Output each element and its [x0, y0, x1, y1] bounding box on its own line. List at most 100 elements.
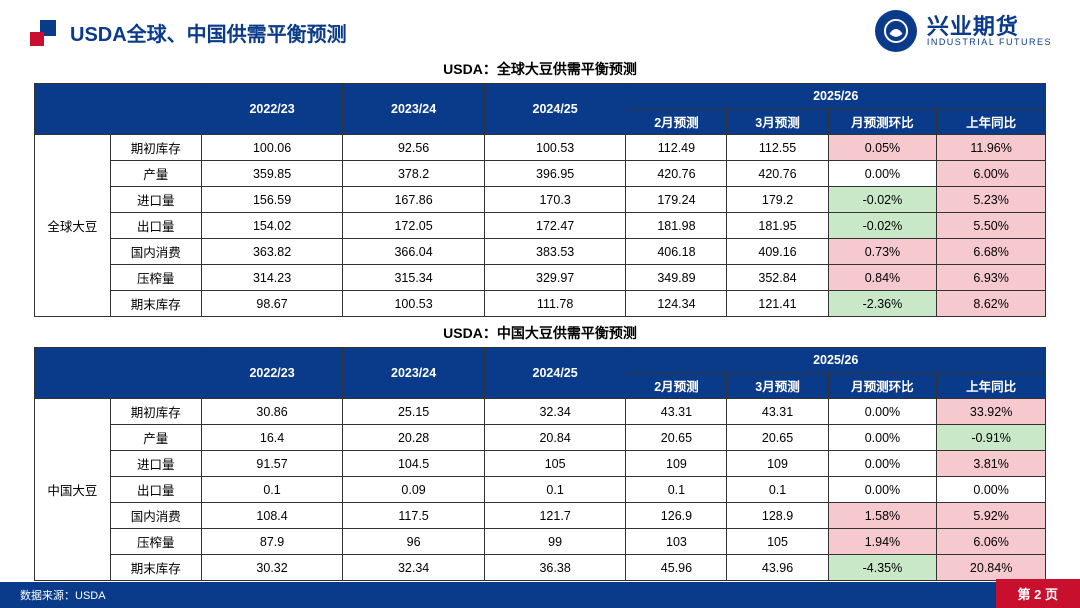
header-forecast-group: 2025/26: [626, 84, 1046, 109]
value-cell: 108.4: [201, 503, 343, 529]
value-cell: 16.4: [201, 425, 343, 451]
row-label-cell: 产量: [110, 425, 201, 451]
mom-cell: 0.00%: [828, 425, 937, 451]
value-cell: 383.53: [484, 239, 626, 265]
table-row: 期末库存30.3232.3436.3845.9643.96-4.35%20.84…: [35, 555, 1046, 581]
header-forecast-col: 上年同比: [937, 109, 1046, 135]
row-label-cell: 期末库存: [110, 555, 201, 581]
value-cell: 179.2: [727, 187, 828, 213]
table-row: 中国大豆期初库存30.8625.1532.3443.3143.310.00%33…: [35, 399, 1046, 425]
value-cell: 98.67: [201, 291, 343, 317]
value-cell: 352.84: [727, 265, 828, 291]
value-cell: 349.89: [626, 265, 727, 291]
mom-cell: 0.00%: [828, 451, 937, 477]
mom-cell: -0.02%: [828, 213, 937, 239]
mom-cell: -0.02%: [828, 187, 937, 213]
brand-name-en: INDUSTRIAL FUTURES: [927, 38, 1052, 47]
mom-cell: 0.05%: [828, 135, 937, 161]
value-cell: 109: [727, 451, 828, 477]
value-cell: 0.1: [727, 477, 828, 503]
value-cell: 104.5: [343, 451, 485, 477]
group-label-cell: 全球大豆: [35, 135, 111, 317]
yoy-cell: 11.96%: [937, 135, 1046, 161]
data-table: 2022/232023/242024/252025/262月预测3月预测月预测环…: [34, 83, 1046, 317]
mom-cell: 1.94%: [828, 529, 937, 555]
value-cell: 172.47: [484, 213, 626, 239]
value-cell: 366.04: [343, 239, 485, 265]
value-cell: 314.23: [201, 265, 343, 291]
header-year: 2024/25: [484, 348, 626, 399]
table-row: 产量359.85378.2396.95420.76420.760.00%6.00…: [35, 161, 1046, 187]
yoy-cell: 20.84%: [937, 555, 1046, 581]
value-cell: 112.55: [727, 135, 828, 161]
value-cell: 36.38: [484, 555, 626, 581]
page-title: USDA全球、中国供需平衡预测: [70, 18, 347, 47]
yoy-cell: 5.92%: [937, 503, 1046, 529]
value-cell: 92.56: [343, 135, 485, 161]
header-forecast-col: 2月预测: [626, 373, 727, 399]
table-row: 国内消费363.82366.04383.53406.18409.160.73%6…: [35, 239, 1046, 265]
table-subtitle: USDA：全球大豆供需平衡预测: [0, 59, 1080, 79]
value-cell: 100.53: [484, 135, 626, 161]
title-marker-icon: [30, 20, 56, 46]
header-year: 2023/24: [343, 348, 485, 399]
mom-cell: -2.36%: [828, 291, 937, 317]
header-forecast-col: 3月预测: [727, 109, 828, 135]
value-cell: 20.65: [626, 425, 727, 451]
value-cell: 172.05: [343, 213, 485, 239]
table-row: 压榨量314.23315.34329.97349.89352.840.84%6.…: [35, 265, 1046, 291]
table-row: 期末库存98.67100.53111.78124.34121.41-2.36%8…: [35, 291, 1046, 317]
value-cell: 359.85: [201, 161, 343, 187]
value-cell: 363.82: [201, 239, 343, 265]
brand-block: 兴业期货 INDUSTRIAL FUTURES: [875, 10, 1052, 52]
yoy-cell: 6.68%: [937, 239, 1046, 265]
table-row: 出口量0.10.090.10.10.10.00%0.00%: [35, 477, 1046, 503]
value-cell: 315.34: [343, 265, 485, 291]
yoy-cell: -0.91%: [937, 425, 1046, 451]
value-cell: 30.32: [201, 555, 343, 581]
table-row: 进口量156.59167.86170.3179.24179.2-0.02%5.2…: [35, 187, 1046, 213]
value-cell: 87.9: [201, 529, 343, 555]
row-label-cell: 出口量: [110, 213, 201, 239]
mom-cell: 0.00%: [828, 399, 937, 425]
table-row: 国内消费108.4117.5121.7126.9128.91.58%5.92%: [35, 503, 1046, 529]
mom-cell: 0.00%: [828, 161, 937, 187]
value-cell: 111.78: [484, 291, 626, 317]
value-cell: 32.34: [343, 555, 485, 581]
row-label-cell: 期初库存: [110, 399, 201, 425]
value-cell: 100.53: [343, 291, 485, 317]
value-cell: 167.86: [343, 187, 485, 213]
header-year: 2024/25: [484, 84, 626, 135]
table-subtitle: USDA：中国大豆供需平衡预测: [0, 323, 1080, 343]
header-year: 2022/23: [201, 84, 343, 135]
value-cell: 396.95: [484, 161, 626, 187]
row-label-cell: 压榨量: [110, 529, 201, 555]
mom-cell: 0.84%: [828, 265, 937, 291]
yoy-cell: 8.62%: [937, 291, 1046, 317]
value-cell: 420.76: [626, 161, 727, 187]
value-cell: 406.18: [626, 239, 727, 265]
table-row: 进口量91.57104.51051091090.00%3.81%: [35, 451, 1046, 477]
value-cell: 0.09: [343, 477, 485, 503]
value-cell: 96: [343, 529, 485, 555]
header-year: 2022/23: [201, 348, 343, 399]
table-row: 压榨量87.996991031051.94%6.06%: [35, 529, 1046, 555]
value-cell: 121.41: [727, 291, 828, 317]
yoy-cell: 33.92%: [937, 399, 1046, 425]
value-cell: 181.95: [727, 213, 828, 239]
value-cell: 378.2: [343, 161, 485, 187]
value-cell: 105: [727, 529, 828, 555]
value-cell: 117.5: [343, 503, 485, 529]
value-cell: 420.76: [727, 161, 828, 187]
value-cell: 181.98: [626, 213, 727, 239]
value-cell: 20.28: [343, 425, 485, 451]
header-forecast-col: 月预测环比: [828, 109, 937, 135]
table-row: 产量16.420.2820.8420.6520.650.00%-0.91%: [35, 425, 1046, 451]
row-label-cell: 压榨量: [110, 265, 201, 291]
header-blank: [35, 348, 202, 399]
footer-source: 数据来源：USDA: [20, 587, 106, 603]
table-row: 出口量154.02172.05172.47181.98181.95-0.02%5…: [35, 213, 1046, 239]
row-label-cell: 期末库存: [110, 291, 201, 317]
header-forecast-col: 3月预测: [727, 373, 828, 399]
brand-name-cn: 兴业期货: [927, 15, 1052, 38]
